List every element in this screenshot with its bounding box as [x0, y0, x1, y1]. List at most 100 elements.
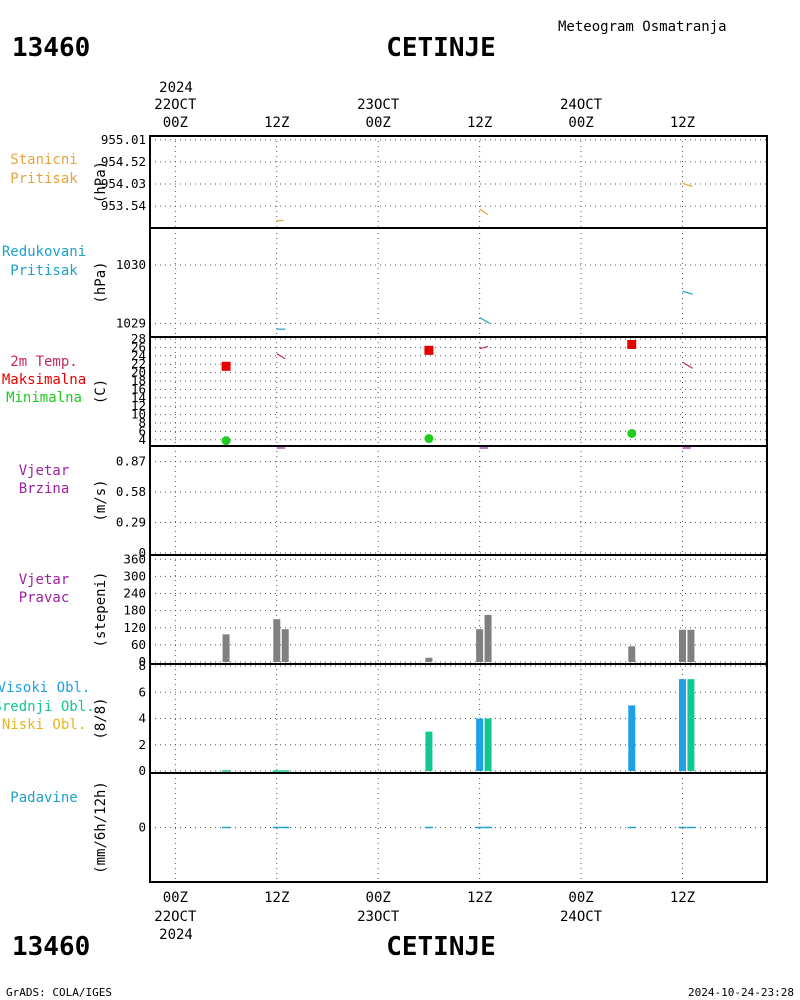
panel-label-1: Pravac	[19, 590, 70, 606]
time-tick-bottom-2: 00Z	[366, 890, 391, 906]
y-tick-11: 26	[131, 339, 146, 354]
timestamp-text: 2024-10-24-23:28	[688, 986, 794, 999]
cloud-mid-bar-2	[687, 679, 695, 771]
station-id-top: 13460	[12, 33, 90, 63]
temp-min-point-0	[221, 436, 231, 446]
date-label-top-4: 24OCT	[560, 97, 603, 113]
cloud-high-bar-1	[628, 705, 636, 771]
wind-dir-bar-7	[678, 629, 686, 662]
y-tick-3: 953.54	[101, 198, 146, 213]
y-tick-8: 20	[131, 365, 146, 380]
date-label-bottom-2: 23OCT	[357, 909, 400, 925]
y-axis-label: (m/s)	[93, 479, 109, 521]
y-axis-label: (hPa)	[93, 261, 109, 303]
wind-dir-bar-6	[628, 646, 636, 662]
panel-label-1: Srednji Obl.	[0, 699, 95, 715]
panel-frame	[149, 554, 768, 665]
y-tick-4: 8	[138, 658, 146, 673]
date-label-top-2: 23OCT	[357, 97, 400, 113]
panel-label-0: Vjetar	[19, 463, 70, 479]
y-tick-1: 60	[131, 637, 146, 652]
y-axis-label: (mm/6h/12h)	[93, 781, 109, 874]
y-tick-3: 180	[123, 603, 146, 618]
time-tick-bottom-1: 12Z	[264, 890, 289, 906]
panel-label-2: Minimalna	[6, 390, 82, 406]
wind-dir-bar-5	[484, 614, 492, 662]
wind-dir-bar-4	[476, 629, 484, 662]
cloud-mid-bar-0	[425, 731, 433, 771]
chart-panels: 955.01954.52954.03953.54(hPa)StanicniPri…	[0, 132, 768, 883]
time-tick-bottom-5: 12Z	[670, 890, 695, 906]
temp-max-point-2	[627, 339, 637, 349]
panel-label-0: Redukovani	[2, 244, 86, 260]
panel-frame	[149, 445, 768, 556]
time-tick-top-5: 12Z	[670, 115, 695, 131]
y-tick-2: 8	[138, 415, 146, 430]
cloud-mid-bar-1	[484, 718, 492, 771]
date-label-top-0: 22OCT	[154, 97, 197, 113]
y-tick-5: 14	[131, 390, 146, 405]
panel-label-0: Stanicni	[10, 152, 77, 168]
station-name-bottom: CETINJE	[386, 932, 496, 962]
time-tick-bottom-0: 00Z	[163, 890, 188, 906]
panel-label-0: 2m Temp.	[10, 354, 77, 370]
panel-frame	[149, 227, 768, 338]
y-axis-label: (8/8)	[93, 697, 109, 739]
time-tick-top-0: 00Z	[163, 115, 188, 131]
y-tick-1: 6	[138, 423, 146, 438]
time-tick-top-2: 00Z	[366, 115, 391, 131]
y-tick-6: 16	[131, 381, 146, 396]
y-tick-0: 955.01	[101, 132, 146, 147]
y-tick-1: 0.58	[116, 484, 146, 499]
time-tick-top-4: 00Z	[568, 115, 593, 131]
y-tick-0: 0	[138, 654, 146, 669]
panel-padavine: 0 (mm/6h/12h) Padavine	[10, 772, 768, 883]
y-tick-0: 0	[138, 820, 146, 835]
panel-oblacnost: 0 2 4 6 8 (8/8)Visoki Obl. Srednji Obl. Niski O…	[0, 658, 768, 778]
wind-dir-bar-1	[273, 619, 281, 662]
y-tick-1: 954.52	[101, 154, 146, 169]
y-axis-label: (C)	[93, 379, 109, 404]
y-tick-2: 4	[138, 711, 146, 726]
time-tick-top-1: 12Z	[264, 115, 289, 131]
wind-dir-bar-3	[425, 657, 433, 662]
y-tick-1: 1029	[116, 315, 146, 330]
y-tick-12: 28	[131, 331, 146, 346]
panel-frame	[149, 663, 768, 774]
station-name-top: CETINJE	[386, 33, 496, 63]
y-tick-2: 954.03	[101, 176, 146, 191]
panel-label-2: Niski Obl.	[2, 717, 86, 733]
temp-max-point-1	[424, 345, 434, 355]
date-label-bottom-0: 22OCT	[154, 909, 197, 925]
y-tick-5: 300	[123, 568, 146, 583]
y-tick-3: 10	[131, 407, 146, 422]
wind-dir-bar-2	[281, 629, 289, 662]
temp-min-point-1	[424, 434, 434, 444]
series-segment-2	[682, 290, 693, 295]
panel-label-0: Padavine	[10, 790, 77, 806]
y-tick-9: 22	[131, 356, 146, 371]
date-label-bottom-4: 24OCT	[560, 909, 603, 925]
y-tick-2: 120	[123, 620, 146, 635]
y-tick-3: 0	[138, 545, 146, 560]
time-tick-bottom-4: 00Z	[568, 890, 593, 906]
y-tick-4: 240	[123, 586, 146, 601]
panel-redukovani-pritisak: 1030 1029 (hPa) Redukovani Pritisak	[2, 227, 768, 338]
y-tick-0: 0.87	[116, 454, 146, 469]
y-axis-label: (hPa)	[93, 161, 109, 203]
y-tick-4: 12	[131, 398, 146, 413]
y-tick-10: 24	[131, 348, 146, 363]
panel-frame	[149, 772, 768, 883]
y-tick-3: 6	[138, 684, 146, 699]
temp-2m-segment-1	[479, 345, 489, 350]
temp-min-point-2	[627, 429, 637, 438]
y-tick-0: 4	[138, 432, 146, 447]
year-label-bottom: 2024	[159, 927, 193, 943]
cloud-high-bar-2	[678, 679, 686, 771]
cloud-high-bar-0	[476, 718, 484, 771]
temp-2m-segment-0	[276, 353, 286, 360]
panel-vjetar-brzina: 0.87 0.58 0.29 0 (m/s) Vjetar Brzina	[19, 445, 768, 560]
panel-label-0: Vjetar	[19, 572, 70, 588]
